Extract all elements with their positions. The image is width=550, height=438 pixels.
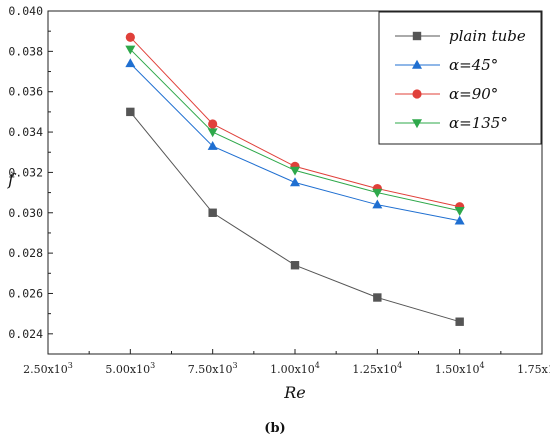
x-tick-label: 1.50x104 bbox=[435, 361, 485, 376]
x-tick-label: 7.50x103 bbox=[188, 361, 238, 376]
data-point bbox=[207, 128, 218, 138]
y-tick-label: 0.038 bbox=[8, 44, 43, 58]
y-tick-label: 0.030 bbox=[8, 206, 43, 220]
legend-entry: α=90° bbox=[395, 85, 498, 103]
legend-box bbox=[378, 11, 542, 145]
series-1 bbox=[125, 58, 465, 225]
x-axis: 2.50x103 5.00x103 7.50x103 1.00x104 1.25x104… bbox=[23, 349, 550, 376]
legend-entry: α=45° bbox=[395, 56, 498, 74]
y-tick-label: 0.026 bbox=[8, 286, 43, 300]
legend-marker bbox=[412, 89, 422, 99]
y-tick-label: 0.040 bbox=[8, 4, 43, 18]
y-tick-label: 0.034 bbox=[8, 125, 43, 139]
data-point bbox=[290, 177, 300, 187]
series-3 bbox=[125, 45, 465, 216]
data-point bbox=[290, 261, 300, 270]
data-point bbox=[126, 107, 135, 117]
data-point bbox=[125, 45, 136, 55]
y-axis: 0.024 0.026 0.028 0.030 0.032 0.034 0.036 0.038… bbox=[8, 4, 53, 341]
data-point bbox=[372, 199, 383, 209]
figure-caption: (b) bbox=[264, 421, 285, 436]
y-axis-title: f bbox=[7, 170, 17, 189]
data-point bbox=[290, 166, 300, 176]
y-tick-label: 0.032 bbox=[8, 165, 43, 179]
legend-label: α=135° bbox=[449, 114, 508, 132]
y-tick-label: 0.028 bbox=[8, 246, 43, 260]
legend-label: α=45° bbox=[449, 56, 498, 74]
legend-marker bbox=[412, 119, 422, 129]
data-point bbox=[372, 188, 383, 198]
x-tick-label: 1.00x104 bbox=[270, 361, 320, 376]
x-axis-title: Re bbox=[283, 383, 306, 402]
legend: plain tube α=45° α=90° α=135° bbox=[378, 11, 542, 145]
x-tick-label: 5.00x103 bbox=[105, 361, 155, 376]
y-tick-label: 0.024 bbox=[8, 327, 43, 341]
data-point bbox=[207, 140, 218, 150]
data-point bbox=[208, 208, 217, 217]
x-tick-label: 1.75x104 bbox=[517, 361, 550, 376]
data-point bbox=[373, 293, 382, 302]
data-point bbox=[125, 32, 135, 42]
data-point bbox=[455, 317, 464, 326]
series-layer bbox=[125, 32, 465, 326]
data-point bbox=[125, 58, 136, 68]
x-tick-label: 2.50x103 bbox=[23, 361, 73, 376]
legend-label: plain tube bbox=[449, 27, 526, 45]
legend-marker bbox=[412, 31, 422, 41]
legend-marker bbox=[412, 59, 422, 69]
data-point bbox=[454, 215, 465, 225]
data-point bbox=[208, 119, 218, 129]
data-point bbox=[454, 207, 465, 216]
legend-entry: plain tube bbox=[395, 27, 526, 45]
legend-label: α=90° bbox=[449, 85, 498, 103]
x-tick-label: 1.25x104 bbox=[352, 361, 402, 376]
legend-entry: α=135° bbox=[395, 114, 508, 132]
y-tick-label: 0.036 bbox=[8, 85, 43, 99]
series-0 bbox=[126, 107, 464, 326]
